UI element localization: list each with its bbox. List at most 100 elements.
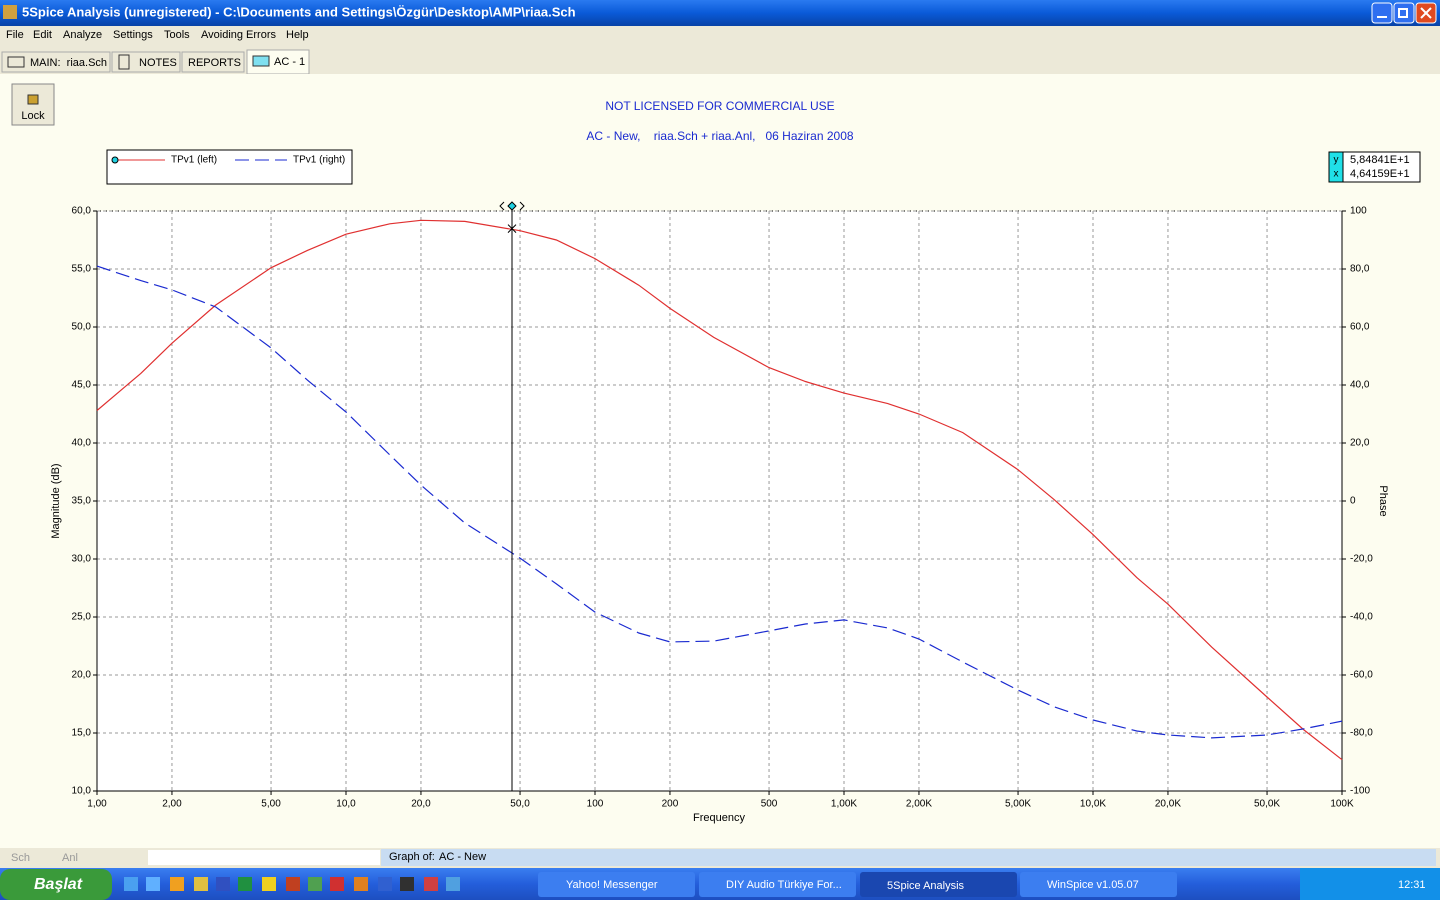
y2-tick-label: 40,0 (1350, 380, 1370, 391)
task-label[interactable]: Yahoo! Messenger (566, 879, 658, 891)
quick-launch-icon[interactable] (330, 877, 344, 891)
tab-label[interactable]: AC - 1 (274, 56, 305, 68)
y2-tick-label: -20,0 (1350, 554, 1373, 565)
y2-tick-label: -80,0 (1350, 728, 1373, 739)
x-tick-label: 1,00K (831, 799, 857, 810)
task-label[interactable]: DIY Audio Türkiye For... (726, 879, 842, 891)
series-line (96, 219, 1343, 761)
quick-launch-icon[interactable] (216, 877, 230, 891)
chart-subtitle: AC - New, riaa.Sch + riaa.Anl, 06 Hazira… (586, 129, 853, 143)
readout-value: 4,64159E+1 (1350, 168, 1410, 180)
system-tray (1300, 868, 1440, 900)
quick-launch-icon[interactable] (124, 877, 138, 891)
chart-title: NOT LICENSED FOR COMMERCIAL USE (605, 99, 834, 113)
window-title: 5Spice Analysis (unregistered) - C:\Docu… (22, 4, 576, 19)
y2-tick-label: 0 (1350, 496, 1356, 507)
x-tick-label: 50,0 (510, 799, 530, 810)
y2-tick-label: 60,0 (1350, 322, 1370, 333)
tab[interactable] (1, 51, 111, 73)
cursor-point (507, 224, 517, 233)
lock-label[interactable]: Lock (21, 110, 45, 122)
series-line (96, 265, 1343, 739)
start-button[interactable] (0, 869, 112, 900)
quick-launch-icon[interactable] (238, 877, 252, 891)
minimize-button[interactable] (1371, 2, 1393, 24)
title-bar (0, 0, 1440, 26)
legend-marker (111, 156, 119, 164)
x-tick-label: 20,0 (411, 799, 431, 810)
menu-item[interactable]: Help (286, 29, 309, 41)
status-anl[interactable]: Anl (62, 852, 78, 864)
quick-launch-icon[interactable] (262, 877, 276, 891)
y2-tick-label: -60,0 (1350, 670, 1373, 681)
quick-launch-icon[interactable] (354, 877, 368, 891)
legend-label: TPv1 (right) (293, 155, 345, 166)
y-tick-label: 55,0 (72, 264, 92, 275)
quick-launch-icon[interactable] (446, 877, 460, 891)
menu-item[interactable]: File (6, 29, 24, 41)
quick-launch-icon[interactable] (424, 877, 438, 891)
y-tick-label: 25,0 (72, 612, 92, 623)
x-tick-label: 20,0K (1155, 799, 1181, 810)
y-tick-label: 35,0 (72, 496, 92, 507)
menu-bar (0, 26, 1440, 46)
status-field (381, 849, 1436, 866)
legend (106, 149, 353, 185)
menu-item[interactable]: Avoiding Errors (201, 29, 276, 41)
y2-tick-label: -100 (1350, 786, 1370, 797)
clock: 12:31 (1398, 879, 1426, 891)
status-sch[interactable]: Sch (11, 852, 30, 864)
menu-item[interactable]: Tools (164, 29, 190, 41)
legend-label: TPv1 (left) (171, 155, 217, 166)
task-button[interactable] (538, 872, 695, 897)
x-tick-label: 10,0K (1080, 799, 1106, 810)
task-label[interactable]: WinSpice v1.05.07 (1047, 879, 1139, 891)
cursor-readout (1328, 151, 1421, 183)
y-axis-title: Magnitude (dB) (50, 463, 62, 538)
task-button[interactable] (1020, 872, 1177, 897)
lock-icon (27, 94, 39, 105)
tab-label[interactable]: REPORTS (188, 57, 241, 69)
tab-icon (7, 56, 25, 68)
task-button[interactable] (699, 872, 856, 897)
tab-label[interactable]: MAIN: riaa.Sch (30, 57, 107, 69)
x-tick-label: 2,00K (906, 799, 932, 810)
x-tick-label: 10,0 (336, 799, 356, 810)
task-label[interactable]: 5Spice Analysis (887, 880, 965, 892)
x-tick-label: 500 (761, 799, 778, 810)
y2-axis-title: Phase (1377, 485, 1389, 516)
quick-launch-icon[interactable] (194, 877, 208, 891)
quick-launch-icon[interactable] (378, 877, 392, 891)
start-label[interactable]: Başlat (34, 876, 83, 893)
cursor-handle (499, 201, 525, 211)
x-tick-label: 2,00 (162, 799, 182, 810)
y-tick-label: 20,0 (72, 670, 92, 681)
x-tick-label: 100K (1330, 799, 1354, 810)
menu-item[interactable]: Settings (113, 29, 153, 41)
menu-item[interactable]: Edit (33, 29, 52, 41)
plot-area (96, 210, 1343, 792)
quick-launch-icon[interactable] (286, 877, 300, 891)
tab-label[interactable]: NOTES (139, 57, 177, 69)
active-task-button[interactable] (860, 872, 1017, 897)
quick-launch (124, 877, 460, 891)
tab[interactable] (181, 51, 245, 73)
x-tick-label: 5,00 (261, 799, 281, 810)
quick-launch-icon[interactable] (170, 877, 184, 891)
maximize-button[interactable] (1393, 2, 1415, 24)
quick-launch-icon[interactable] (146, 877, 160, 891)
quick-launch-icon[interactable] (308, 877, 322, 891)
window-button-glyphs (1377, 7, 1432, 19)
y-tick-label: 10,0 (72, 786, 92, 797)
cursor-readout-key (1328, 151, 1344, 183)
y2-tick-label: 100 (1350, 206, 1367, 217)
y2-tick-label: 80,0 (1350, 264, 1370, 275)
y2-tick-label: -40,0 (1350, 612, 1373, 623)
cursor-handle-diamond (507, 201, 517, 211)
y-tick-label: 50,0 (72, 322, 92, 333)
x-axis-title: Frequency (693, 812, 745, 824)
menu-item[interactable]: Analyze (63, 29, 102, 41)
y2-tick-label: 20,0 (1350, 438, 1370, 449)
quick-launch-icon[interactable] (400, 877, 414, 891)
